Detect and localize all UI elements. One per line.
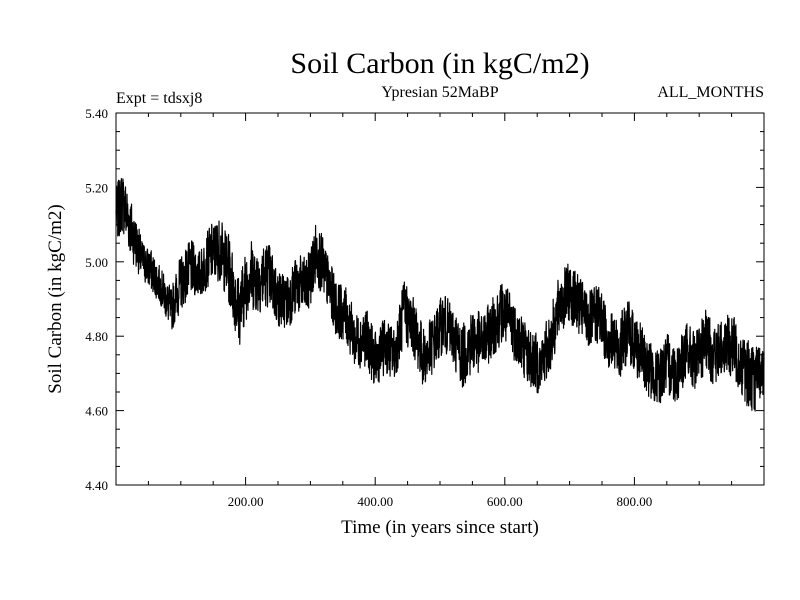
- months-label: ALL_MONTHS: [657, 84, 764, 101]
- x-tick-labels: 200.00 400.00 600.00 800.00: [228, 494, 653, 509]
- y-tick-label: 4.60: [85, 404, 108, 419]
- y-tick-label: 4.80: [85, 329, 108, 344]
- x-tick-label: 600.00: [487, 494, 523, 509]
- x-tick-label: 200.00: [228, 494, 264, 509]
- x-tick-label: 800.00: [617, 494, 653, 509]
- plot-frame: [115, 112, 765, 486]
- y-tick-label: 5.40: [85, 106, 108, 121]
- series-group: [115, 177, 765, 412]
- x-axis-title: Time (in years since start): [341, 517, 539, 538]
- x-tick-label: 400.00: [357, 494, 393, 509]
- experiment-label: Expt = tdsxj8: [116, 90, 202, 107]
- chart-title: Soil Carbon (in kgC/m2): [290, 47, 589, 80]
- y-tick-labels: 4.40 4.60 4.80 5.00 5.20 5.40: [85, 106, 108, 493]
- y-tick-label: 5.00: [85, 255, 108, 270]
- axis-ticks: [116, 112, 764, 486]
- y-tick-label: 4.40: [85, 478, 108, 493]
- chart-subtitle: Ypresian 52MaBP: [381, 84, 498, 101]
- y-tick-label: 5.20: [85, 180, 108, 195]
- soil-carbon-series-line: [115, 177, 765, 412]
- y-axis-title: Soil Carbon (in kgC/m2): [45, 204, 66, 393]
